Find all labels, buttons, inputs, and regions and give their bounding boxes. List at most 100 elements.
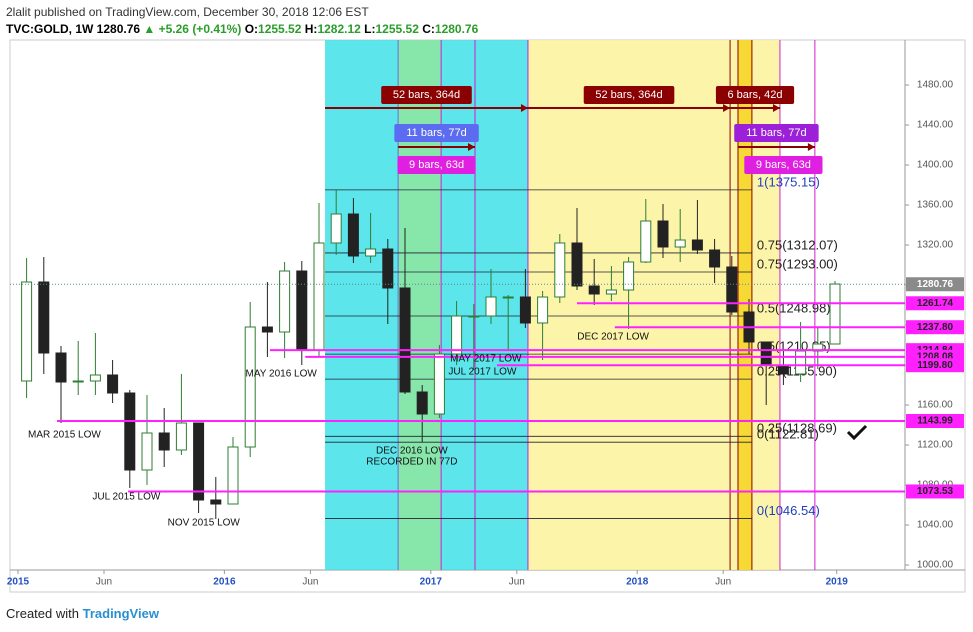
price-level-label: 1143.99 xyxy=(917,416,953,427)
header-quote: TVC:GOLD, 1W 1280.76 ▲ +5.26 (+0.41%) O:… xyxy=(6,22,478,36)
candle-body xyxy=(158,432,170,451)
measure-label: 6 bars, 42d xyxy=(727,89,782,101)
candle-body xyxy=(623,261,635,291)
annotation: NOV 2015 LOW xyxy=(168,518,241,529)
candle-body xyxy=(55,352,67,383)
y-tick-label: 1120.00 xyxy=(917,440,953,451)
l-label: L: xyxy=(364,22,376,36)
candle-body xyxy=(537,296,549,324)
candle-body xyxy=(72,380,84,383)
price-level-box xyxy=(906,414,964,429)
x-tick-label: 2017 xyxy=(420,577,443,588)
price-level-box xyxy=(906,320,964,335)
price-level-label: 1261.74 xyxy=(917,298,954,309)
measure-label: 9 bars, 63d xyxy=(756,159,811,171)
measure-label: 11 bars, 77d xyxy=(406,127,466,139)
annotation: MAY 2017 LOW xyxy=(450,354,522,365)
candle-body xyxy=(141,432,153,471)
candle-body xyxy=(674,239,686,248)
candle-body xyxy=(640,220,652,263)
candle-body xyxy=(313,242,325,351)
x-tick-label: Jun xyxy=(302,577,318,588)
candle-body xyxy=(124,392,136,471)
price-level-label: 1237.80 xyxy=(917,322,954,333)
last: 1280.76 xyxy=(96,22,141,36)
measure-label: 11 bars, 77d xyxy=(746,127,806,139)
candle-body xyxy=(38,281,50,354)
arrow-head xyxy=(723,104,731,112)
measure-label: 9 bars, 63d xyxy=(409,159,464,171)
candle-body xyxy=(399,287,411,393)
measure-label: 52 bars, 364d xyxy=(393,89,460,101)
measure-label-box xyxy=(394,124,479,142)
y-tick-label: 1480.00 xyxy=(917,80,954,91)
x-tick-label: 2015 xyxy=(7,577,30,588)
candle-body xyxy=(330,213,342,244)
price-level-label: 1199.80 xyxy=(917,360,953,371)
o-label: O: xyxy=(244,22,259,36)
candle-body xyxy=(451,315,463,355)
candle-body xyxy=(107,374,119,394)
price-level-label: 1208.08 xyxy=(917,352,954,363)
y-tick-label: 1040.00 xyxy=(917,520,954,531)
candle-body xyxy=(21,281,33,382)
candle-body xyxy=(760,341,772,366)
price-level-box xyxy=(906,484,964,499)
y-tick-label: 1360.00 xyxy=(917,200,954,211)
candle-body xyxy=(726,266,738,313)
measure-label: 52 bars, 364d xyxy=(595,89,662,101)
y-tick-label: 1000.00 xyxy=(917,560,954,571)
arrow-head xyxy=(520,104,528,112)
candle-body xyxy=(433,353,445,415)
candle-body xyxy=(347,213,359,257)
candle-body xyxy=(795,350,807,375)
y-tick-label: 1160.00 xyxy=(917,400,953,411)
candle-body xyxy=(657,220,669,248)
y-tick-label: 1320.00 xyxy=(917,240,954,251)
candle-body xyxy=(829,283,841,345)
h-label: H: xyxy=(304,22,318,36)
candle-body xyxy=(519,296,531,324)
author-line: 2lalit published on TradingView.com, Dec… xyxy=(6,5,369,19)
fib-label: 0(1122.81) xyxy=(757,427,819,442)
candle-body xyxy=(210,499,222,505)
candle-body xyxy=(571,242,583,287)
c-label: C: xyxy=(422,22,435,36)
x-tick-label: 2016 xyxy=(213,577,236,588)
price-level-label: 1073.53 xyxy=(917,486,954,497)
fib-label: 0.75(1293.00) xyxy=(757,256,838,271)
y-tick-label: 1400.00 xyxy=(917,160,954,171)
x-tick-label: Jun xyxy=(715,577,731,588)
low: 1255.52 xyxy=(375,22,419,36)
fib-label: 0(1046.54) xyxy=(757,503,820,518)
candle-body xyxy=(382,248,394,289)
measure-label-box xyxy=(715,86,795,104)
chart: 1000.001040.001080.001120.001160.001200.… xyxy=(7,39,966,593)
candle-body xyxy=(365,248,377,257)
annotation: DEC 2017 LOW xyxy=(577,332,649,343)
annotation: RECORDED IN 77D xyxy=(366,457,457,468)
footer: Created with TradingView xyxy=(6,606,159,621)
annotation: DEC 2016 LOW xyxy=(376,446,448,457)
x-tick-label: 2019 xyxy=(826,577,849,588)
candle-body xyxy=(485,296,497,317)
measure-label-box xyxy=(583,86,675,104)
y-tick-label: 1440.00 xyxy=(917,120,954,131)
fib-label: 0.25(1128.69) xyxy=(757,421,837,436)
candle-body xyxy=(296,270,308,351)
open: 1255.52 xyxy=(258,22,302,36)
annotation: MAY 2016 LOW xyxy=(245,369,317,380)
measure-label-box xyxy=(397,156,476,174)
arrow-head xyxy=(468,143,476,151)
fib-label: 1(1375.15) xyxy=(757,174,820,189)
brand[interactable]: TradingView xyxy=(82,606,159,621)
candle-body xyxy=(588,285,600,295)
candle-body xyxy=(709,249,721,268)
candle-body xyxy=(279,270,291,333)
measure-label-box xyxy=(744,156,823,174)
annotation: JUL 2015 LOW xyxy=(92,492,161,503)
symbol: TVC:GOLD, 1W xyxy=(6,22,94,36)
candle-body xyxy=(261,326,273,333)
footer-text: Created with xyxy=(6,606,79,621)
